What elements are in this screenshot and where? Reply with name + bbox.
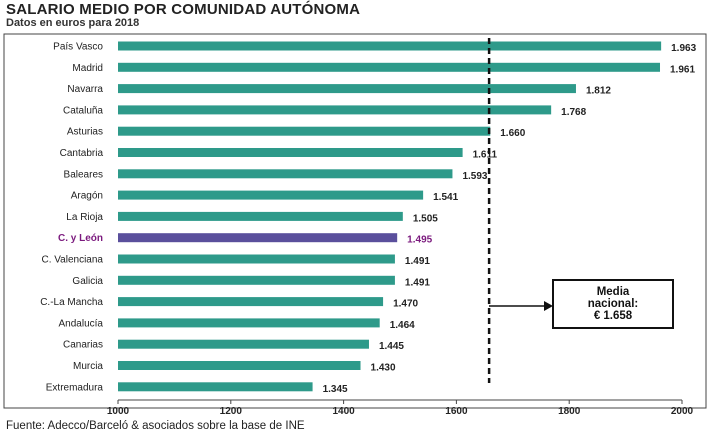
x-tick-label-4: 1800: [558, 406, 581, 417]
bar-13: [118, 318, 380, 328]
chart-title: SALARIO MEDIO POR COMUNIDAD AUTÓNOMA: [6, 1, 361, 18]
category-label-0: País Vasco: [53, 42, 103, 53]
category-label-10: C. Valenciana: [41, 255, 103, 266]
annotation-arrow-head: [544, 301, 553, 311]
annotation-line-0: Media: [597, 286, 630, 298]
category-label-8: La Rioja: [66, 212, 103, 223]
bar-7: [118, 190, 424, 200]
value-label-10: 1.491: [405, 256, 430, 267]
bar-3: [118, 105, 552, 115]
national-average-box: [552, 279, 674, 329]
value-label-12: 1.470: [393, 299, 418, 310]
category-label-11: Galicia: [72, 276, 103, 287]
plot-frame: [3, 33, 707, 409]
value-label-6: 1.593: [462, 171, 487, 182]
bar-8: [118, 211, 403, 221]
annotation-line-2: € 1.658: [594, 310, 633, 322]
value-label-0: 1.963: [671, 43, 696, 54]
bar-1: [118, 62, 661, 72]
category-label-16: Extremadura: [46, 382, 104, 393]
bar-2: [118, 84, 576, 94]
bar-11: [118, 275, 395, 285]
bar-10: [118, 254, 395, 264]
value-label-9: 1.495: [407, 235, 432, 246]
value-label-16: 1.345: [323, 384, 348, 395]
value-label-14: 1.445: [379, 341, 404, 352]
x-tick-label-3: 1600: [445, 406, 468, 417]
category-label-6: Baleares: [64, 169, 103, 180]
category-label-14: Canarias: [63, 340, 103, 351]
value-label-2: 1.812: [586, 86, 611, 97]
value-label-1: 1.961: [670, 64, 695, 75]
value-label-7: 1.541: [433, 192, 458, 203]
value-label-5: 1.611: [473, 150, 498, 161]
value-label-4: 1.660: [500, 128, 525, 139]
x-tick-label-0: 1000: [107, 406, 130, 417]
bar-4: [118, 126, 491, 136]
category-label-3: Cataluña: [63, 105, 103, 116]
source-note: Fuente: Adecco/Barceló & asociados sobre…: [6, 420, 305, 432]
category-label-1: Madrid: [72, 63, 103, 74]
value-label-3: 1.768: [561, 107, 586, 118]
value-label-8: 1.505: [413, 213, 438, 224]
bar-5: [118, 148, 463, 157]
bar-16: [118, 382, 313, 392]
bar-chart: País Vasco 1.963 Madrid 1.961 Navarra 1.812 Ca…: [3, 33, 707, 417]
x-tick-label-5: 2000: [671, 406, 694, 417]
chart-subtitle: Datos en euros para 2018: [6, 17, 140, 29]
value-label-15: 1.430: [371, 363, 396, 374]
value-label-13: 1.464: [390, 320, 415, 331]
bar-6: [118, 169, 453, 179]
x-tick-label-1: 1200: [220, 406, 243, 417]
category-label-15: Murcia: [73, 361, 103, 372]
x-tick-label-2: 1400: [332, 406, 355, 417]
category-label-2: Navarra: [67, 84, 103, 95]
bar-15: [118, 361, 361, 370]
value-label-11: 1.491: [405, 277, 430, 288]
bar-12: [118, 297, 384, 307]
category-label-7: Aragón: [71, 191, 103, 202]
category-label-5: Cantabria: [60, 148, 104, 159]
category-label-4: Asturias: [67, 127, 103, 138]
annotation-line-1: nacional:: [588, 298, 638, 310]
bar-9: [118, 233, 398, 243]
category-label-9: C. y León: [58, 233, 103, 244]
category-label-13: Andalucía: [59, 318, 104, 329]
bar-14: [118, 339, 369, 349]
category-label-12: C.-La Mancha: [40, 297, 103, 308]
bar-0: [118, 41, 662, 51]
